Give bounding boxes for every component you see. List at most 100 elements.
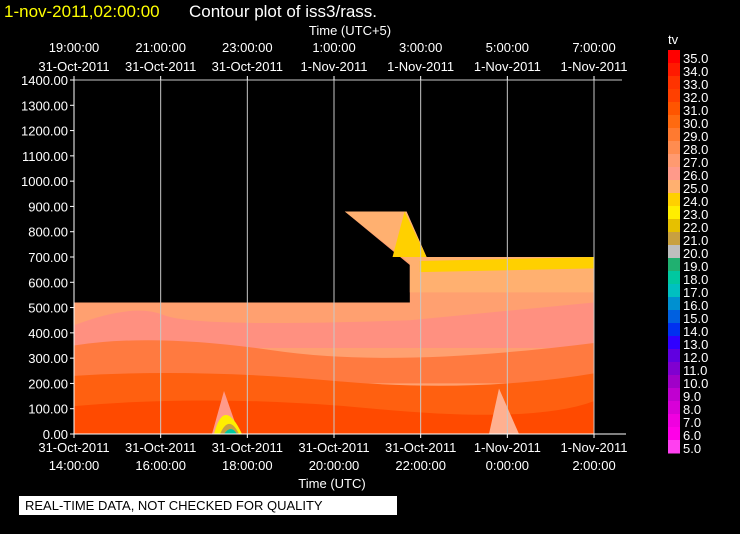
colorbar-swatch xyxy=(668,258,680,272)
bottom-tick-date: 1-Nov-2011 xyxy=(561,440,628,455)
colorbar-swatch xyxy=(668,102,680,116)
colorbar-swatch xyxy=(668,141,680,155)
colorbar-level-label: 17.0 xyxy=(683,285,708,300)
colorbar-level-label: 6.0 xyxy=(683,428,701,443)
colorbar-level-label: 34.0 xyxy=(683,64,708,79)
y-tick-label: 200.00 xyxy=(28,376,68,391)
colorbar-level-label: 8.0 xyxy=(683,402,701,417)
header-date: 1-nov-2011,02:00:00 xyxy=(4,2,160,21)
colorbar-level-label: 20.0 xyxy=(683,246,708,261)
bottom-axis-label: Time (UTC) xyxy=(298,476,365,491)
quality-notice: REAL-TIME DATA, NOT CHECKED FOR QUALITY xyxy=(19,496,397,515)
colorbar-level-label: 18.0 xyxy=(683,272,708,287)
colorbar-level-label: 10.0 xyxy=(683,376,708,391)
colorbar-level-label: 31.0 xyxy=(683,103,708,118)
top-tick-date: 31-Oct-2011 xyxy=(212,59,283,74)
y-tick-label: 100.00 xyxy=(28,402,68,417)
y-tick-label: 1200.00 xyxy=(21,124,68,139)
bottom-tick-date: 31-Oct-2011 xyxy=(38,440,109,455)
top-tick-time: 21:00:00 xyxy=(135,40,186,55)
colorbar-swatch xyxy=(668,401,680,415)
y-tick-label: 1400.00 xyxy=(21,73,68,88)
page-title: Contour plot of iss3/rass. xyxy=(189,2,378,21)
colorbar-swatch xyxy=(668,375,680,389)
colorbar-level-label: 24.0 xyxy=(683,194,708,209)
bottom-tick-date: 31-Oct-2011 xyxy=(385,440,456,455)
top-tick-time: 5:00:00 xyxy=(486,40,529,55)
top-axis-label: Time (UTC+5) xyxy=(309,23,391,38)
colorbar-swatch xyxy=(668,362,680,376)
top-tick-time: 23:00:00 xyxy=(222,40,273,55)
top-tick-time: 7:00:00 xyxy=(572,40,615,55)
colorbar-level-label: 7.0 xyxy=(683,415,701,430)
colorbar-level-label: 16.0 xyxy=(683,298,708,313)
colorbar-swatch xyxy=(668,89,680,103)
top-tick-time: 3:00:00 xyxy=(399,40,442,55)
axes: Time (UTC+5) 19:00:00 31-Oct-2011 21:00:00 3… xyxy=(21,23,627,491)
top-tick-time: 1:00:00 xyxy=(312,40,355,55)
colorbar-level-label: 5.0 xyxy=(683,441,701,456)
top-tick-date: 1-Nov-2011 xyxy=(474,59,541,74)
colorbar-swatch xyxy=(668,128,680,142)
colorbar-level-label: 33.0 xyxy=(683,77,708,92)
colorbar-level-label: 25.0 xyxy=(683,181,708,196)
colorbar-swatch xyxy=(668,63,680,77)
colorbar-swatch xyxy=(668,271,680,285)
y-tick-label: 1100.00 xyxy=(22,149,68,164)
colorbar-level-label: 26.0 xyxy=(683,168,708,183)
colorbar-swatch xyxy=(668,206,680,220)
colorbar-swatch xyxy=(668,167,680,181)
bottom-tick-date: 31-Oct-2011 xyxy=(125,440,196,455)
colorbar-level-label: 14.0 xyxy=(683,324,708,339)
colorbar-level-label: 11.0 xyxy=(683,363,707,378)
bottom-tick-time: 14:00:00 xyxy=(49,458,100,473)
colorbar-swatch xyxy=(668,219,680,233)
y-tick-label: 600.00 xyxy=(28,275,68,290)
bottom-tick-time: 0:00:00 xyxy=(486,458,529,473)
top-tick-date: 1-Nov-2011 xyxy=(387,59,454,74)
bottom-tick-time: 16:00:00 xyxy=(135,458,186,473)
bottom-tick-time: 18:00:00 xyxy=(222,458,273,473)
y-tick-label: 700.00 xyxy=(28,250,68,265)
bottom-tick-date: 1-Nov-2011 xyxy=(474,440,541,455)
colorbar-level-label: 23.0 xyxy=(683,207,708,222)
colorbar-swatch xyxy=(668,297,680,311)
colorbar-level-label: 13.0 xyxy=(683,337,708,352)
colorbar-level-label: 21.0 xyxy=(683,233,708,248)
colorbar-level-label: 15.0 xyxy=(683,311,708,326)
y-tick-label: 0.00 xyxy=(43,427,68,442)
colorbar-level-label: 32.0 xyxy=(683,90,708,105)
colorbar-swatch xyxy=(668,245,680,259)
colorbar-swatch xyxy=(668,154,680,168)
top-tick-date: 31-Oct-2011 xyxy=(125,59,196,74)
colorbar-swatch xyxy=(668,232,680,246)
colorbar-swatch xyxy=(668,427,680,441)
y-tick-label: 400.00 xyxy=(28,326,68,341)
bottom-tick-time: 22:00:00 xyxy=(395,458,446,473)
colorbar-swatch xyxy=(668,284,680,298)
bottom-tick-date: 31-Oct-2011 xyxy=(212,440,283,455)
colorbar-level-label: 29.0 xyxy=(683,129,708,144)
colorbar-swatch xyxy=(668,50,680,64)
colorbar-swatch xyxy=(668,349,680,363)
y-tick-label: 1300.00 xyxy=(21,98,68,113)
colorbar-swatch xyxy=(668,336,680,350)
y-tick-label: 300.00 xyxy=(28,351,68,366)
colorbar-swatch xyxy=(668,115,680,129)
y-tick-label: 1000.00 xyxy=(21,174,68,189)
colorbar-swatch xyxy=(668,414,680,428)
colorbar-swatch xyxy=(668,388,680,402)
colorbar-swatch xyxy=(668,440,680,454)
top-tick-date: 1-Nov-2011 xyxy=(301,59,368,74)
contour-anomaly-teal xyxy=(224,428,237,434)
colorbar-swatch xyxy=(668,193,680,207)
colorbar: tv 35.034.033.032.031.030.029.028.027.026… xyxy=(668,32,708,456)
colorbar-level-label: 35.0 xyxy=(683,51,708,66)
top-tick-time: 19:00:00 xyxy=(49,40,100,55)
y-tick-label: 800.00 xyxy=(28,225,68,240)
top-tick-date: 1-Nov-2011 xyxy=(561,59,628,74)
colorbar-swatch xyxy=(668,76,680,90)
y-tick-label: 500.00 xyxy=(28,301,68,316)
